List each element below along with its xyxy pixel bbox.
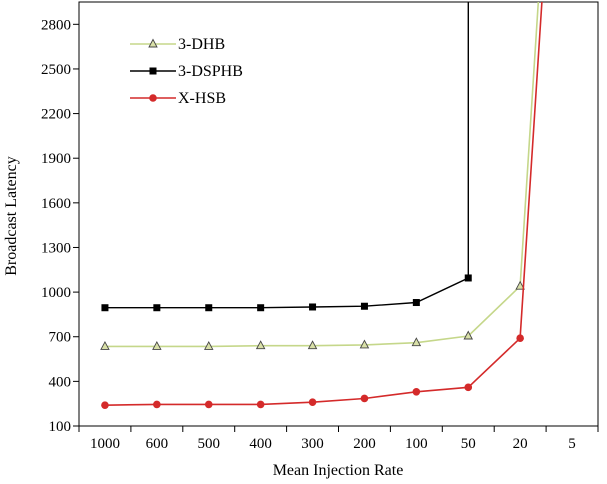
y-tick-label: 700 [49, 330, 72, 346]
legend: 3-DHB 3-DSPHB X-HSB [130, 36, 243, 107]
series-line [105, 2, 469, 309]
x-tick-label: 400 [249, 436, 272, 452]
data-point-triangle [411, 337, 422, 347]
data-point-square [464, 274, 472, 282]
legend-label: 3-DHB [178, 36, 225, 53]
y-axis-title: Broadcast Latency [3, 156, 20, 276]
plot-area [78, 1, 599, 427]
data-point-triangle [255, 340, 266, 350]
data-point-circle [153, 400, 161, 409]
data-point-triangle [204, 340, 214, 350]
data-point-circle [204, 400, 213, 409]
y-tick-label: 1000 [41, 285, 71, 301]
x-axis: 1000 600 500 400 300 200 100 50 20 5 [78, 426, 599, 452]
data-point-triangle [148, 38, 158, 48]
data-point-square [149, 67, 157, 75]
plot-frame [78, 1, 599, 427]
x-tick-label: 200 [353, 436, 376, 452]
x-tick-label: 1000 [90, 436, 120, 452]
series-line [105, 1, 540, 348]
data-point-square [205, 304, 213, 312]
y-tick-label: 400 [49, 374, 72, 390]
legend-label: X-HSB [178, 90, 226, 107]
x-tick-label: 600 [146, 436, 169, 452]
x-axis-title: Mean Injection Rate [273, 462, 404, 479]
y-tick-label: 1900 [41, 151, 71, 167]
series-3-dhb [100, 1, 540, 350]
data-point-circle [308, 398, 317, 406]
data-point-circle [101, 401, 109, 409]
data-point-square [257, 304, 265, 312]
data-point-square [309, 303, 317, 311]
data-point-triangle [100, 340, 110, 350]
x-tick-label: 300 [301, 436, 324, 452]
data-point-circle [516, 334, 524, 343]
data-point-triangle [463, 330, 473, 340]
x-tick-label: 5 [568, 436, 576, 452]
x-tick-label: 50 [461, 436, 476, 452]
data-point-triangle [359, 339, 370, 349]
legend-label: 3-DSPHB [178, 63, 243, 80]
x-tick-label: 20 [513, 436, 528, 452]
y-tick-label: 100 [49, 419, 72, 435]
series-x-hsb [101, 1, 543, 409]
data-point-circle [149, 94, 157, 102]
series-3-dsphb [101, 2, 472, 312]
data-point-circle [412, 387, 421, 396]
data-point-triangle [307, 340, 318, 350]
data-point-square [101, 304, 109, 312]
data-point-square [412, 299, 420, 307]
data-point-triangle [152, 340, 162, 350]
series-layer [100, 1, 543, 409]
data-point-circle [464, 383, 473, 392]
y-tick-label: 2200 [41, 107, 71, 123]
y-tick-label: 2500 [41, 62, 71, 78]
x-tick-label: 100 [405, 436, 428, 452]
data-point-triangle [515, 280, 525, 290]
y-axis: 100 400 700 1000 1300 1600 1900 2200 2500 2800 [41, 17, 79, 435]
y-tick-label: 1300 [41, 240, 71, 256]
data-point-circle [256, 400, 265, 409]
data-point-square [360, 302, 368, 310]
x-tick-label: 500 [198, 436, 221, 452]
data-point-square [153, 304, 161, 312]
series-line [104, 1, 543, 406]
data-point-circle [360, 394, 369, 403]
y-tick-label: 1600 [41, 196, 71, 212]
y-tick-label: 2800 [41, 17, 71, 33]
